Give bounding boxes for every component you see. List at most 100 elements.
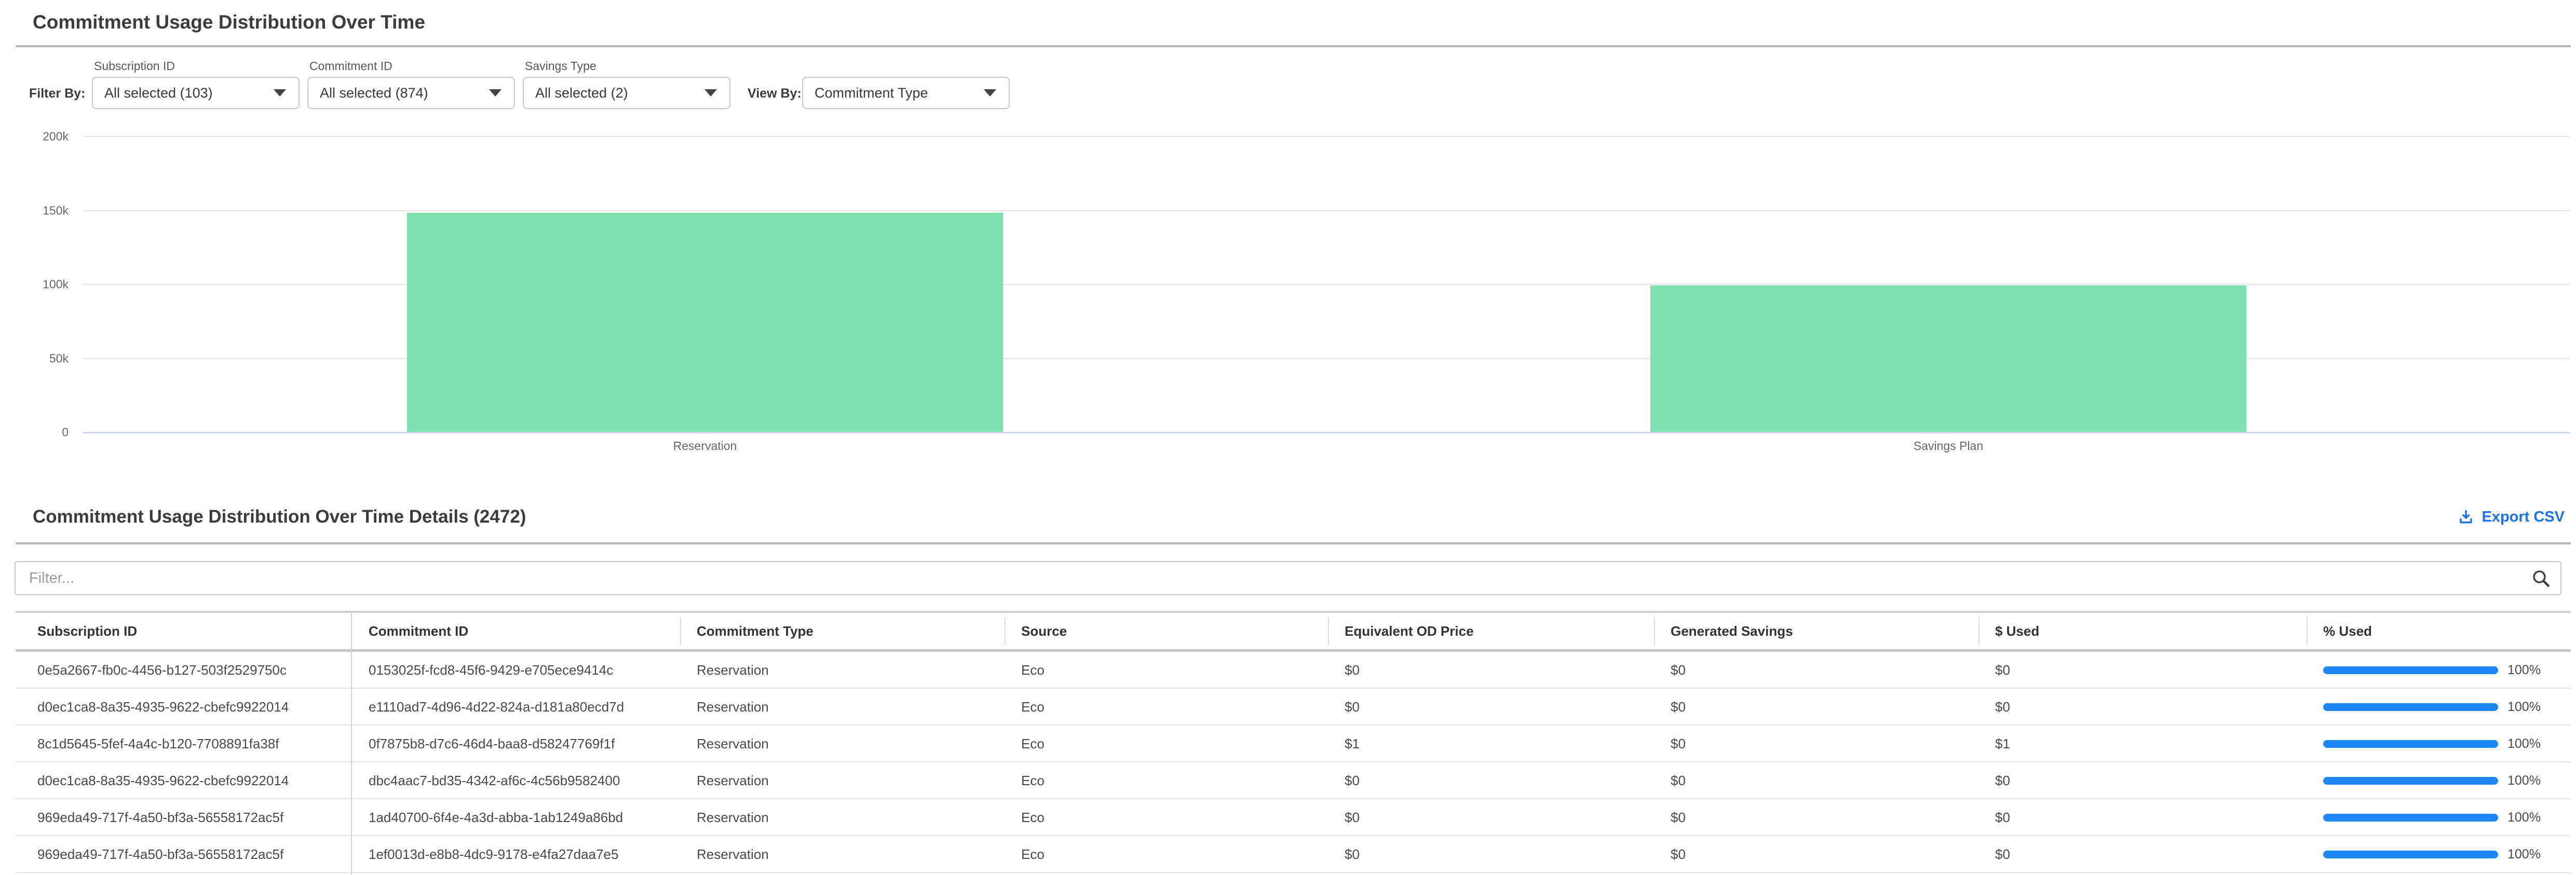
cell-used: $0	[1995, 846, 2010, 862]
cell-subscription-id: 969eda49-717f-4a50-bf3a-56558172ac5f	[37, 810, 284, 825]
table-filter-input[interactable]	[15, 561, 2561, 595]
column-header-generated-savings[interactable]: Generated Savings	[1654, 613, 1978, 649]
table-filter	[15, 561, 2561, 595]
cell-pct-used: 100%	[2307, 652, 2576, 689]
column-header-equivalent-od-price[interactable]: Equivalent OD Price	[1328, 613, 1654, 649]
pct-used-label: 100%	[2507, 847, 2541, 862]
x-axis-label: Savings Plan	[1913, 439, 1984, 453]
pct-used-label: 100%	[2507, 773, 2541, 788]
gridline	[83, 432, 2570, 433]
usage-progress-bar	[2323, 777, 2498, 785]
x-axis-label: Reservation	[673, 439, 737, 453]
column-header-source[interactable]: Source	[1005, 613, 1328, 649]
savings-type-filter-group: Savings Type All selected (2)	[523, 59, 730, 109]
cell-subscription-id: 8c1d5645-5fef-4a4c-b120-7708891fa38f	[37, 736, 279, 751]
savings-type-dropdown[interactable]: All selected (2)	[523, 77, 730, 109]
column-header-subscription-id[interactable]: Subscription ID	[37, 623, 138, 639]
cell-generated-savings: $0	[1671, 736, 1686, 751]
table-row: d0ec1ca8-8a35-4935-9622-cbefc9922014 e111…	[0, 689, 2576, 726]
table-row: 0e5a2667-fb0c-4456-b127-503f2529750c 0153…	[0, 652, 2576, 689]
view-by-filter-group: Commitment Type	[802, 59, 1010, 109]
commitment-id-dropdown[interactable]: All selected (874)	[307, 77, 515, 109]
gridline	[83, 210, 2570, 211]
savings-type-filter-label: Savings Type	[525, 59, 596, 73]
cell-commitment-id: e1110ad7-4d96-4d22-824a-d181a80ecd7d	[369, 699, 625, 715]
pct-used-label: 100%	[2507, 700, 2541, 714]
cell-commitment-type: Reservation	[697, 699, 769, 715]
view-by-dropdown-value: Commitment Type	[815, 85, 928, 101]
details-divider	[16, 542, 2571, 544]
export-csv-button[interactable]: Export CSV	[2458, 508, 2565, 526]
subscription-id-filter-label: Subscription ID	[94, 59, 175, 73]
column-header-commitment-type[interactable]: Commitment Type	[680, 613, 1005, 649]
commitment-id-filter-label: Commitment ID	[309, 59, 392, 73]
gridline	[83, 284, 2570, 285]
chevron-down-icon	[489, 89, 501, 97]
cell-commitment-id: 0153025f-fcd8-45f6-9429-e705ece9414c	[369, 662, 614, 678]
page-title: Commitment Usage Distribution Over Time	[33, 11, 425, 33]
cell-generated-savings: $0	[1671, 810, 1686, 825]
cell-subscription-id: 969eda49-717f-4a50-bf3a-56558172ac5f	[37, 846, 284, 862]
cell-commitment-id: 0f7875b8-d7c6-46d4-baa8-d58247769f1f	[369, 736, 615, 751]
chevron-down-icon	[274, 89, 286, 97]
usage-progress-bar	[2323, 814, 2498, 822]
cell-used: $0	[1995, 662, 2010, 678]
y-axis-label: 150k	[43, 203, 69, 217]
export-csv-label: Export CSV	[2482, 509, 2565, 525]
usage-progress-bar	[2323, 666, 2498, 674]
cell-pct-used: 100%	[2307, 799, 2576, 836]
subscription-id-dropdown-value: All selected (103)	[104, 85, 213, 101]
cell-commitment-type: Reservation	[697, 846, 769, 862]
chevron-down-icon	[984, 89, 996, 97]
gridline	[83, 136, 2570, 137]
cell-used: $0	[1995, 773, 2010, 788]
cell-commitment-type: Reservation	[697, 662, 769, 678]
commitment-id-dropdown-value: All selected (874)	[320, 85, 428, 101]
cell-equivalent-od-price: $0	[1345, 662, 1360, 678]
header-bottom-border	[16, 649, 2571, 652]
pct-used-label: 100%	[2507, 663, 2541, 677]
cell-source: Eco	[1021, 736, 1045, 751]
cell-generated-savings: $0	[1671, 773, 1686, 788]
column-header-used[interactable]: $ Used	[1978, 613, 2307, 649]
savings-type-dropdown-value: All selected (2)	[535, 85, 628, 101]
usage-progress-bar	[2323, 851, 2498, 858]
column-divider	[351, 611, 352, 875]
cell-commitment-type: Reservation	[697, 736, 769, 751]
cell-commitment-type: Reservation	[697, 773, 769, 788]
subscription-id-dropdown[interactable]: All selected (103)	[92, 77, 300, 109]
table-row: 8c1d5645-5fef-4a4c-b120-7708891fa38f 0f78…	[0, 726, 2576, 762]
view-by-dropdown[interactable]: Commitment Type	[802, 77, 1010, 109]
table-header-row: Subscription ID Commitment ID Commitment T…	[0, 613, 2576, 649]
cell-pct-used: 100%	[2307, 762, 2576, 799]
filter-by-label: Filter By:	[29, 86, 86, 101]
pct-used-label: 100%	[2507, 810, 2541, 825]
table-row: 969eda49-717f-4a50-bf3a-56558172ac5f 1ad4…	[0, 799, 2576, 836]
chart-bar-reservation	[407, 213, 1003, 432]
cell-commitment-id: dbc4aac7-bd35-4342-af6c-4c56b9582400	[369, 773, 620, 788]
cell-subscription-id: 0e5a2667-fb0c-4456-b127-503f2529750c	[37, 662, 287, 678]
cell-equivalent-od-price: $0	[1345, 810, 1360, 825]
download-icon	[2460, 510, 2473, 524]
gridline	[83, 358, 2570, 359]
cell-source: Eco	[1021, 662, 1045, 678]
search-icon	[2533, 570, 2550, 587]
table-top-border	[16, 611, 2571, 613]
cell-source: Eco	[1021, 810, 1045, 825]
cell-equivalent-od-price: $0	[1345, 699, 1360, 715]
cell-subscription-id: d0ec1ca8-8a35-4935-9622-cbefc9922014	[37, 699, 289, 715]
cell-pct-used: 100%	[2307, 836, 2576, 873]
y-axis-label: 0	[62, 425, 69, 439]
view-by-label: View By:	[748, 86, 802, 101]
cell-equivalent-od-price: $1	[1345, 736, 1360, 751]
cell-used: $1	[1995, 736, 2010, 751]
column-header-used[interactable]: % Used	[2307, 613, 2576, 649]
y-axis-label: 100k	[43, 277, 69, 291]
details-title: Commitment Usage Distribution Over Time …	[33, 507, 526, 527]
bar-chart: 0 50k 100k 150k 200k Reservation Savings Plan	[0, 125, 2576, 467]
cell-commitment-id: 1ef0013d-e8b8-4dc9-9178-e4fa27daa7e5	[369, 846, 619, 862]
column-header-commitment-id[interactable]: Commitment ID	[369, 623, 469, 639]
cell-source: Eco	[1021, 773, 1045, 788]
usage-progress-bar	[2323, 703, 2498, 711]
